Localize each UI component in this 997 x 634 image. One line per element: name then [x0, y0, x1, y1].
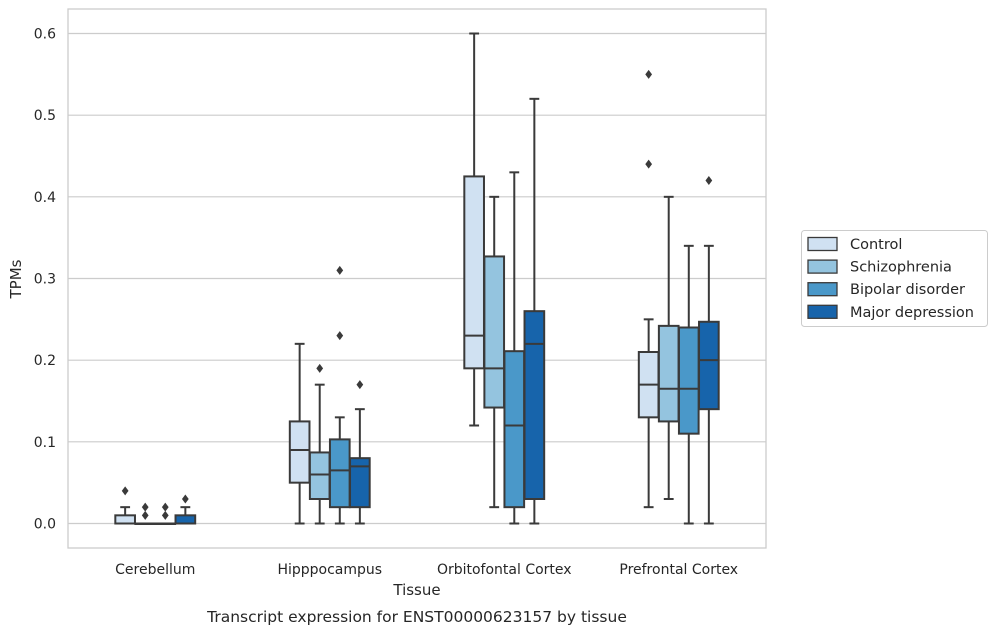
- box-body: [698, 320, 720, 411]
- legend-items: Control Schizophrenia Bipolar disorder Majo…: [807, 236, 974, 321]
- x-tick-labels: Cerebellum Hipppocampus Orbitofontal Corte…: [115, 562, 738, 578]
- box-body: [523, 310, 546, 500]
- x-tick-label: Cerebellum: [115, 562, 195, 578]
- box: [288, 342, 311, 525]
- y-tick-label: 0.2: [34, 353, 56, 369]
- box: [523, 97, 546, 525]
- legend-swatch: [807, 304, 838, 319]
- series-control: [114, 32, 660, 525]
- y-tick-label: 0.5: [34, 108, 56, 124]
- outlier-point: [356, 380, 364, 390]
- box: [503, 171, 526, 525]
- outlier-point: [161, 510, 169, 520]
- box-body: [657, 324, 680, 423]
- legend-frame: [801, 230, 988, 327]
- outlier-point: [645, 159, 653, 169]
- box: [698, 176, 720, 525]
- outlier-point: [181, 494, 189, 504]
- y-axis-label: TPMs: [7, 259, 25, 299]
- outlier-point: [705, 176, 713, 185]
- plot-frame: [67, 8, 767, 549]
- box-body: [677, 326, 700, 435]
- box: [463, 32, 485, 427]
- series-major-depression: [174, 97, 720, 525]
- outlier-point: [336, 265, 344, 275]
- box-body: [483, 255, 506, 409]
- box-body: [288, 420, 311, 484]
- legend: Control Schizophrenia Bipolar disorder Majo…: [801, 230, 988, 327]
- y-tick-label: 0.4: [34, 190, 56, 206]
- box: [657, 195, 680, 500]
- y-gridlines: [68, 32, 766, 525]
- box: [349, 380, 371, 525]
- legend-swatch: [807, 259, 838, 274]
- outlier-point: [316, 363, 324, 373]
- box: [134, 502, 157, 525]
- series-schizophrenia: [134, 195, 680, 525]
- box: [154, 502, 177, 525]
- outlier-point: [336, 331, 344, 341]
- box-body: [308, 451, 331, 501]
- outlier-point: [645, 69, 653, 79]
- x-tick-label: Hipppocampus: [277, 562, 382, 578]
- x-tick-label: Prefrontal Cortex: [619, 562, 738, 578]
- box-plot-series: [114, 32, 720, 525]
- box-body: [503, 350, 526, 509]
- y-tick-labels: 0.0 0.1 0.2 0.3 0.4 0.5 0.6: [34, 27, 56, 533]
- y-tick-label: 0.1: [34, 435, 56, 451]
- legend-label: Schizophrenia: [850, 260, 952, 276]
- legend-swatch: [807, 282, 838, 297]
- outlier-point: [121, 486, 129, 496]
- box-body: [349, 457, 371, 509]
- box: [328, 265, 351, 525]
- y-tick-label: 0.0: [34, 517, 56, 533]
- x-tick-label: Orbitofontal Cortex: [437, 562, 572, 578]
- box-body: [463, 175, 485, 370]
- x-axis-label: Tissue: [392, 581, 440, 599]
- box-body: [328, 438, 351, 509]
- box: [308, 363, 331, 525]
- outlier-point: [141, 510, 149, 520]
- y-tick-label: 0.3: [34, 272, 56, 288]
- box: [483, 195, 506, 509]
- series-bipolar-disorder: [154, 171, 700, 525]
- box-body: [174, 514, 197, 525]
- legend-label: Bipolar disorder: [850, 282, 965, 298]
- legend-swatch: [807, 236, 838, 252]
- box-body: [114, 514, 136, 525]
- box: [174, 494, 197, 525]
- outlier-point: [141, 502, 149, 512]
- legend-label: Control: [850, 237, 902, 253]
- y-tick-label: 0.6: [34, 27, 56, 43]
- legend-label: Major depression: [850, 305, 974, 321]
- outlier-point: [161, 502, 169, 512]
- box: [677, 244, 700, 525]
- box: [114, 486, 136, 525]
- figure-caption: Transcript expression for ENST0000062315…: [206, 608, 627, 626]
